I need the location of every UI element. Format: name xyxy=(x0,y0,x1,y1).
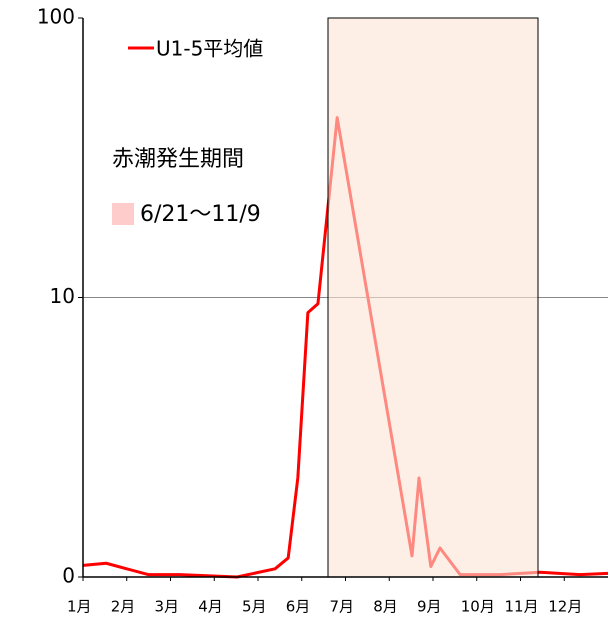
x-tick-label: 3月 xyxy=(155,598,180,616)
x-tick-label: 8月 xyxy=(373,598,398,616)
x-tick-label: 2月 xyxy=(111,598,136,616)
highlight-band xyxy=(327,17,539,578)
y-tick-label: 10 xyxy=(50,284,75,308)
x-tick-label: 9月 xyxy=(417,598,442,616)
x-tick-label: 10月 xyxy=(461,598,495,616)
highlight-title: 赤潮発生期間 xyxy=(112,147,244,172)
x-tick-label: 4月 xyxy=(198,598,223,616)
x-tick-label: 12月 xyxy=(548,598,582,616)
x-tick-label: 5月 xyxy=(242,598,267,616)
x-tick-label: 7月 xyxy=(330,598,355,616)
y-tick-label: 100 xyxy=(37,5,75,29)
x-tick-label: 1月 xyxy=(67,598,92,616)
highlight-label: 6/21～11/9 xyxy=(140,202,261,227)
y-tick-label: 0 xyxy=(62,564,75,588)
highlight-legend-swatch xyxy=(112,203,134,225)
x-tick-label: 11月 xyxy=(505,598,539,616)
legend-label: U1-5平均値 xyxy=(156,37,263,61)
x-tick-label: 6月 xyxy=(286,598,311,616)
